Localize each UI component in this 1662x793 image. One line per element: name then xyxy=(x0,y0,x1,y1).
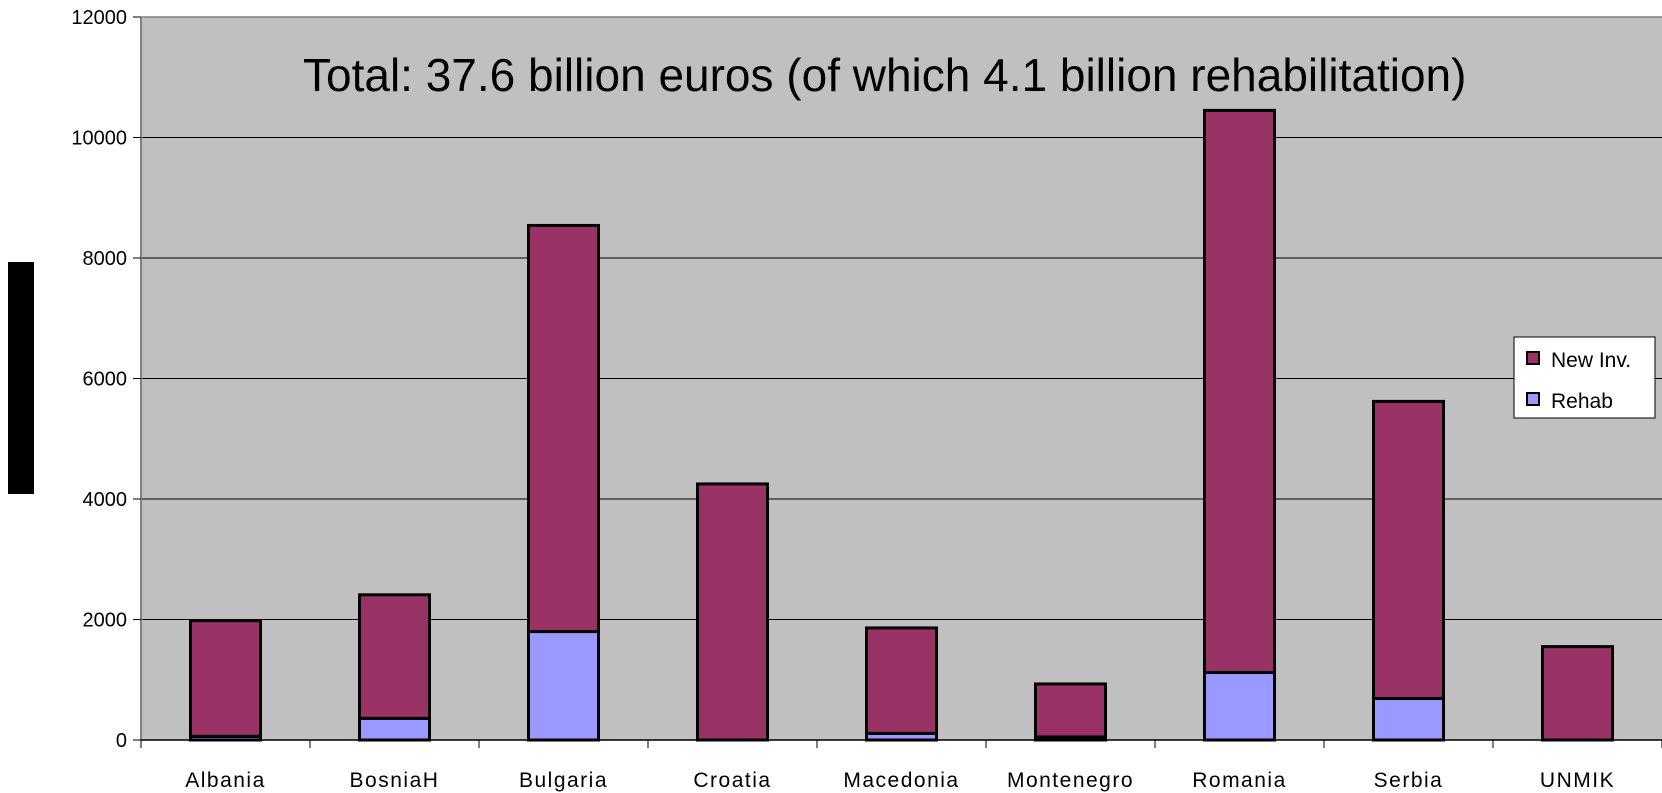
bar-new-inv-bulgaria xyxy=(527,223,600,634)
legend: New Inv. Rehab xyxy=(1513,336,1656,419)
y-tick-label: 0 xyxy=(116,730,127,752)
x-category-label: Croatia xyxy=(693,769,771,792)
bar-new-inv-albania xyxy=(189,619,262,738)
x-axis-categories: Albania BosniaH Bulgaria Croatia Macedonia Mo… xyxy=(185,769,1615,792)
x-category-label: Bulgaria xyxy=(519,769,608,792)
chart-annotation: Total: 37.6 billion euros (of which 4.1 … xyxy=(303,49,1466,101)
y-axis-ticks: 0 2000 4000 6000 8000 10000 12000 xyxy=(71,7,141,752)
x-category-label: Serbia xyxy=(1374,769,1444,792)
x-category-label: Macedonia xyxy=(843,769,959,792)
bar-new-inv-bosniah xyxy=(358,593,431,720)
bar-new-inv-unmik xyxy=(1541,645,1614,742)
bar-new-inv-montenegro xyxy=(1034,682,1107,739)
x-category-label: Montenegro xyxy=(1007,769,1134,792)
legend-swatch-rehab xyxy=(1526,392,1540,406)
bars xyxy=(189,108,1614,742)
x-category-label: Romania xyxy=(1192,769,1287,792)
x-category-label: Albania xyxy=(185,769,266,792)
legend-label-rehab: Rehab xyxy=(1551,390,1613,413)
y-tick-label: 6000 xyxy=(83,369,128,391)
x-category-label: UNMIK xyxy=(1540,769,1615,792)
bar-new-inv-croatia xyxy=(696,482,769,742)
bar-rehab-serbia xyxy=(1372,696,1445,742)
left-edge-bar xyxy=(8,262,34,494)
y-tick-label: 10000 xyxy=(71,128,127,150)
bar-new-inv-macedonia xyxy=(865,626,938,735)
bar-rehab-bulgaria xyxy=(527,630,600,742)
legend-label-new-inv: New Inv. xyxy=(1551,349,1631,372)
y-tick-label: 2000 xyxy=(83,610,128,632)
y-tick-label: 8000 xyxy=(83,248,128,270)
bar-rehab-romania xyxy=(1203,671,1276,742)
bar-new-inv-romania xyxy=(1203,108,1276,675)
x-category-label: BosniaH xyxy=(350,769,440,792)
legend-swatch-new-inv xyxy=(1526,351,1540,365)
y-tick-label: 4000 xyxy=(83,489,128,511)
bar-rehab-bosniah xyxy=(358,716,431,742)
y-tick-label: 12000 xyxy=(71,7,127,29)
bar-new-inv-serbia xyxy=(1372,399,1445,700)
